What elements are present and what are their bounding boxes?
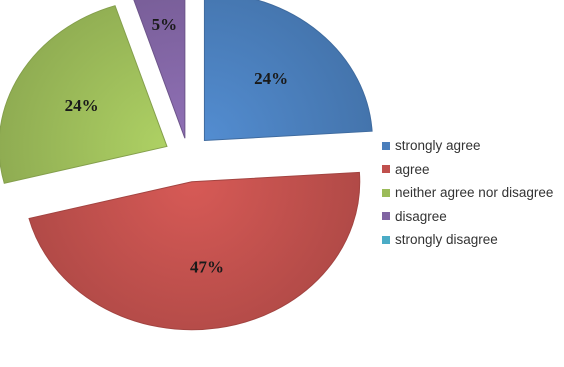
slice-label-neither-agree-nor-disagree: 24% [65, 96, 99, 115]
chart-legend: strongly agree agree neither agree nor dis… [382, 134, 553, 252]
legend-swatch [382, 141, 390, 150]
slice-label-strongly-agree: 24% [254, 69, 288, 88]
legend-label: disagree [395, 208, 447, 224]
legend-item-neither-agree-nor-disagree: neither agree nor disagree [382, 181, 553, 205]
legend-label: strongly agree [395, 138, 481, 154]
legend-swatch [382, 165, 390, 174]
legend-item-disagree: disagree [382, 205, 553, 229]
legend-item-strongly-agree: strongly agree [382, 134, 553, 158]
pie-slice-neither-agree-nor-disagree [0, 5, 168, 184]
legend-label: agree [395, 161, 430, 177]
legend-item-strongly-disagree: strongly disagree [382, 228, 553, 252]
legend-swatch [382, 235, 390, 244]
pie-slice-disagree [133, 0, 186, 139]
legend-swatch [382, 212, 390, 221]
pie-slice-agree [28, 171, 361, 331]
legend-label: neither agree nor disagree [395, 185, 554, 201]
legend-label: strongly disagree [395, 232, 498, 248]
slice-label-agree: 47% [190, 257, 224, 276]
legend-item-agree: agree [382, 158, 553, 182]
legend-swatch [382, 188, 390, 197]
pie-slice-strongly-agree [203, 0, 373, 142]
slice-label-disagree: 5% [152, 15, 178, 34]
